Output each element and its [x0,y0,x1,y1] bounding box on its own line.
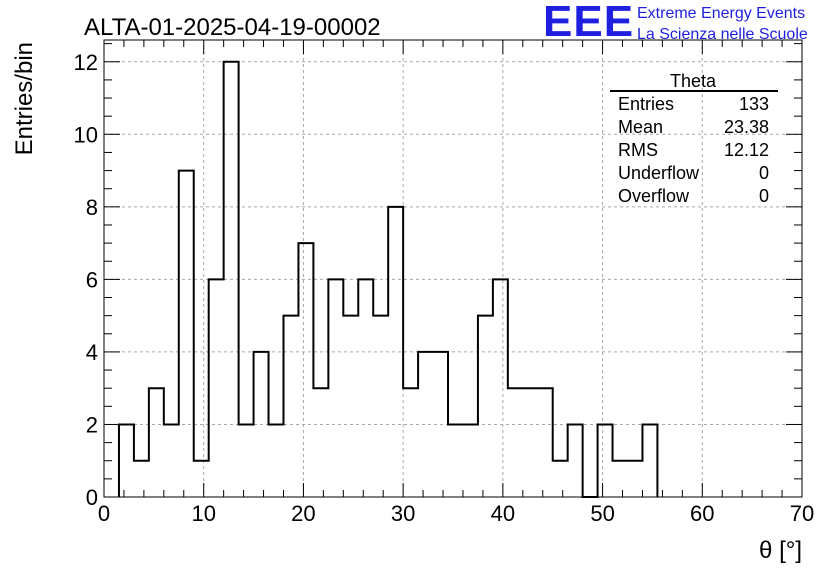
stats-rows: Entries 133 Mean 23.38 RMS 12.12 Underflow 0 Ove… [618,94,769,206]
x-tick-label: 20 [291,501,315,526]
logo-mark: EEE [543,0,635,46]
y-tick-label: 2 [86,412,98,437]
stats-label: Mean [618,117,663,137]
logo-line-1: Extreme Energy Events [637,5,806,22]
x-tick-label: 60 [690,501,714,526]
stats-label: Entries [618,94,674,114]
x-tick-labels: 0 10 20 30 40 50 60 70 [98,501,814,526]
x-tick-label: 50 [590,501,614,526]
histogram-bin [239,424,254,497]
y-tick-label: 12 [74,50,98,75]
y-tick-label: 0 [86,485,98,510]
histogram-bin [164,424,179,497]
histogram-bin [568,424,583,497]
histogram-bin [313,388,328,497]
plot-frame [103,39,803,498]
histogram-bin [134,461,149,497]
y-axis-label: Entries/bin [11,42,38,155]
stats-value: 23.38 [724,117,769,137]
axis-ticks [103,40,803,498]
histogram-bin [328,279,343,497]
histogram-bin [493,279,508,497]
x-tick-label: 70 [790,501,814,526]
histogram-bin [478,316,493,497]
histogram-bin [508,388,523,497]
stats-value: 0 [759,186,769,206]
stats-label: RMS [618,140,658,160]
stats-title: Theta [670,71,717,91]
histogram-bin [448,424,463,497]
histogram-bin [179,171,194,497]
x-tick-label: 40 [491,501,515,526]
stats-value: 0 [759,163,769,183]
histogram-bin [613,461,628,497]
y-tick-label: 6 [86,267,98,292]
stats-label: Overflow [618,186,690,206]
histogram-bin [598,424,613,497]
histogram-bin [343,316,358,497]
histogram-bin [358,279,373,497]
stats-box: Theta Entries 133 Mean 23.38 RMS 12.12 Underfl… [610,71,778,206]
y-tick-labels: 0 2 4 6 8 10 12 [74,50,98,510]
y-tick-label: 10 [74,122,98,147]
histogram-bin [209,279,224,497]
eee-logo: EEE Extreme Energy Events La Scienza nel… [543,0,833,46]
stats-value: 12.12 [724,140,769,160]
run-title: ALTA-01-2025-04-19-00002 [84,14,381,41]
x-tick-label: 30 [391,501,415,526]
histogram-bin [403,388,418,497]
histogram-bin [642,424,657,497]
stats-value: 133 [739,94,769,114]
y-tick-label: 4 [86,340,98,365]
histogram-bin [269,424,284,497]
histogram-bin [194,461,209,497]
x-axis-label: θ [°] [759,537,802,564]
histogram-bin [523,388,538,497]
histogram-bin [463,424,478,497]
y-tick-label: 8 [86,195,98,220]
histogram-bin [373,316,388,497]
histogram-bin [119,424,134,497]
histogram-bin [283,316,298,497]
stats-label: Underflow [618,163,700,183]
x-tick-label: 0 [98,501,110,526]
x-tick-label: 10 [191,501,215,526]
logo-line-2: La Scienza nelle Scuole [637,26,808,43]
histogram-line [117,60,659,498]
histogram-bin [553,461,568,497]
histogram-bin [149,388,164,497]
histogram-bin [298,243,313,497]
histogram-bin [628,461,643,497]
histogram-bin [538,388,553,497]
